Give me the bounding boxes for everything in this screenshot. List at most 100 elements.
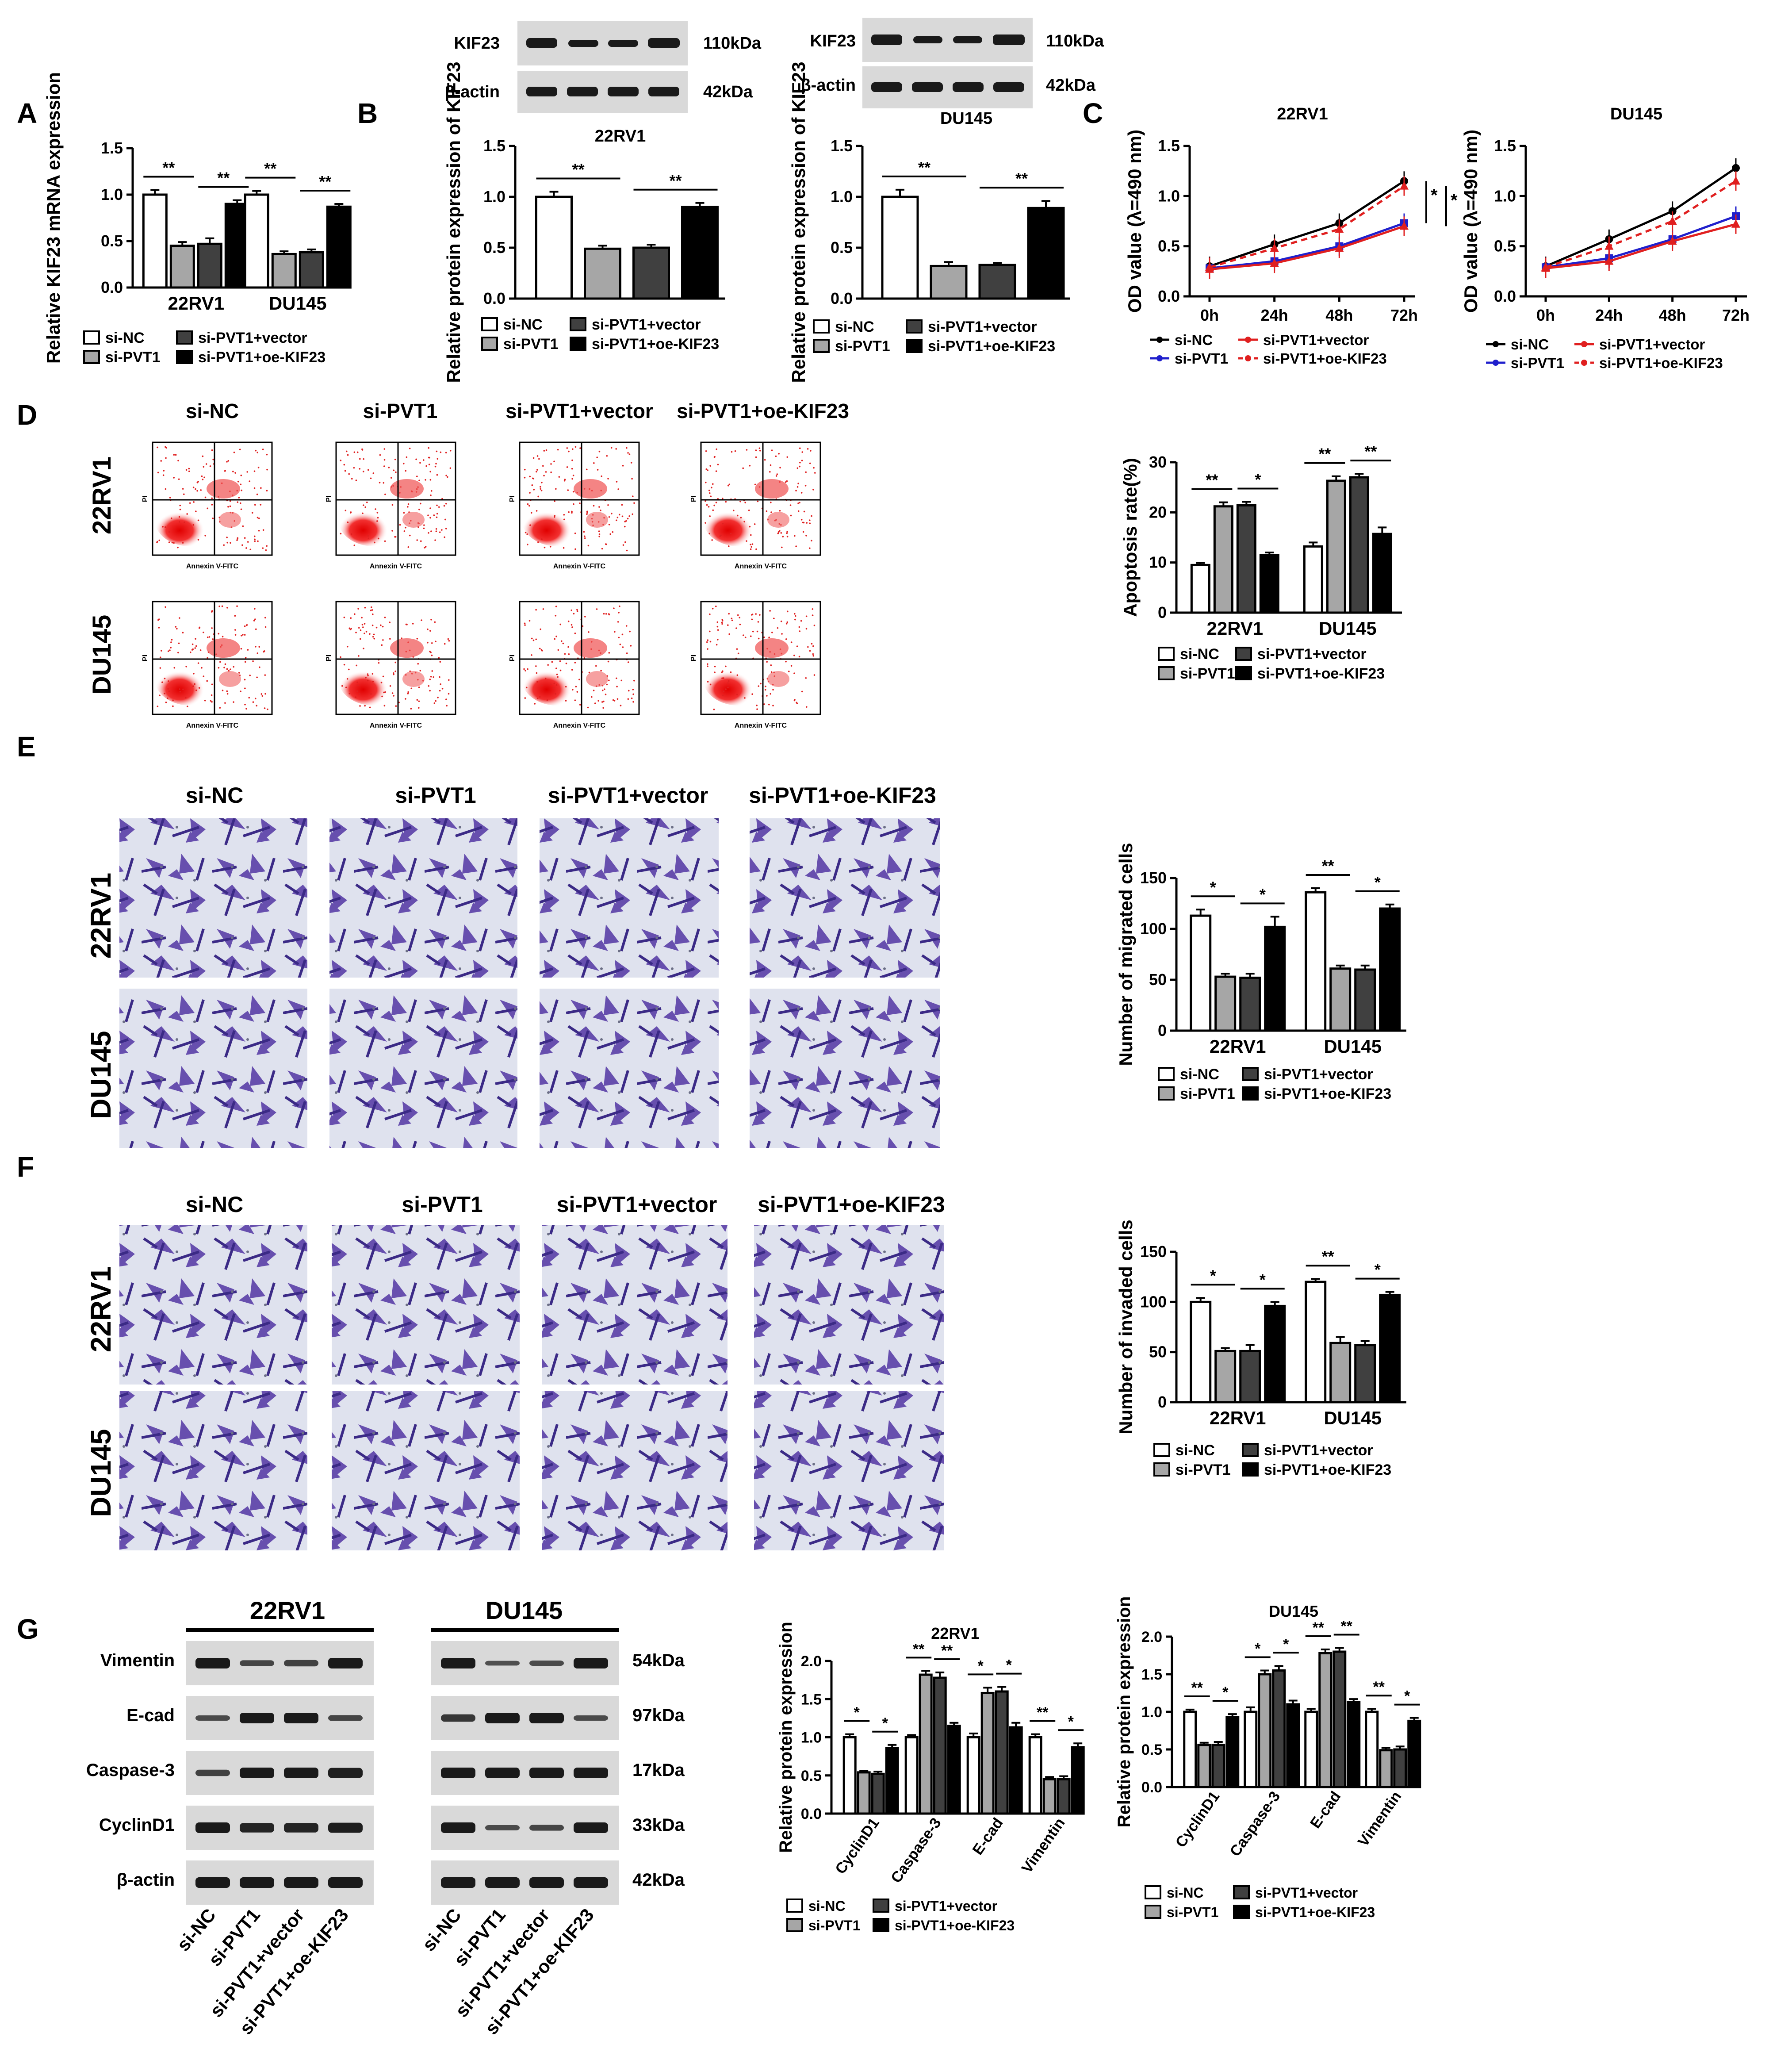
legend-label: si-PVT1+oe-KIF23 [592,336,719,353]
bar [1239,1350,1261,1404]
category-label: 22RV1 [1207,618,1264,639]
flow-dot [182,488,184,490]
flow-dot [445,698,447,700]
bar [1379,1749,1393,1788]
flow-dot [257,517,259,518]
flow-dot [800,519,803,521]
flow-dot [539,696,541,698]
bar [1214,975,1237,1032]
blot-band [441,1714,475,1722]
bar [1305,891,1327,1032]
flow-dot [779,467,781,469]
flow-cluster [703,652,774,706]
flow-cluster [767,512,789,528]
flow-dot [425,479,426,481]
flow-plot-1-0: Annexin V-FITC PI [142,601,273,729]
flow-dot [242,525,244,527]
flow-dot [620,679,623,682]
flow-dot [705,450,707,452]
panel-label-a: A [17,97,37,129]
flow-dot [234,629,236,631]
flow-dot [571,459,573,461]
flow-dot [179,690,181,693]
flow-dot [169,497,171,499]
flow-y-label: PI [690,495,697,502]
flow-dot [224,702,226,704]
flow-dot [801,690,803,693]
flow-dot [167,688,169,690]
flow-dot [237,501,239,503]
flow-dot [418,707,420,709]
flow-dot [725,688,727,690]
flow-dot [731,618,733,620]
flow-dot [526,533,528,535]
flow-dot [207,507,209,510]
flow-dot [598,533,601,535]
flow-dot [226,461,228,463]
flow-dot [368,537,370,539]
flow-dot [358,655,360,657]
legend-swatch [1158,1067,1175,1081]
flow-dot [196,482,199,483]
flow-dot [253,620,255,621]
flow-dot [632,495,634,497]
blot-band [284,1877,318,1888]
flow-dot [383,459,386,461]
flow-dot [573,613,575,615]
flow-dot [786,621,789,623]
flow-dot [770,511,772,513]
flow-dot [195,645,197,647]
flow-dot [755,449,757,451]
flow-dot [632,693,634,695]
flow-dot [193,673,195,675]
bar [632,246,670,300]
flow-dot [158,627,160,629]
flow-dot [379,454,381,456]
flow-dot [799,502,800,504]
flow-dot [389,685,391,687]
flow-dot [572,448,574,450]
flow-dot [584,537,586,539]
flow-dot [348,693,351,694]
panel-label-f: F [17,1151,34,1183]
flow-dot [757,621,759,623]
flow-dot [438,506,440,508]
blot-band [529,1768,564,1778]
flow-dot [536,471,537,473]
significance-mark: ** [217,169,230,187]
flow-dot [593,690,595,691]
y-tick-label: 0.0 [1158,287,1180,305]
image-22rv1-si-nc [119,1225,307,1385]
flow-dot [740,517,742,519]
flow-dot [576,609,578,611]
flow-dot [357,608,359,610]
y-tick-label: 150 [1140,869,1167,887]
flow-dot [803,510,805,513]
bar [881,196,919,300]
flow-dot [373,637,375,640]
significance-mark: ** [1015,169,1028,188]
flow-dot [212,458,214,460]
flow-dot [171,639,173,641]
flow-dot [377,517,379,519]
blot-band [240,1877,274,1888]
bar [1354,968,1376,1032]
flow-dot [260,693,263,695]
flow-dot [706,504,708,506]
flow-y-label: PI [142,495,149,502]
flow-dot [431,654,433,656]
bar [980,1691,995,1815]
flow-dot [161,650,162,652]
flow-dot [248,697,250,699]
flow-dot [431,642,433,644]
flow-dot [721,623,723,625]
flow-x-label: Annexin V-FITC [370,563,422,570]
flow-dot [811,643,813,645]
bar [966,1736,980,1815]
flow-dot [170,641,172,643]
flow-dot [363,458,364,460]
bar [871,1772,885,1815]
flow-dot [370,610,372,612]
flow-dot [716,644,718,646]
flow-dot [407,691,409,693]
